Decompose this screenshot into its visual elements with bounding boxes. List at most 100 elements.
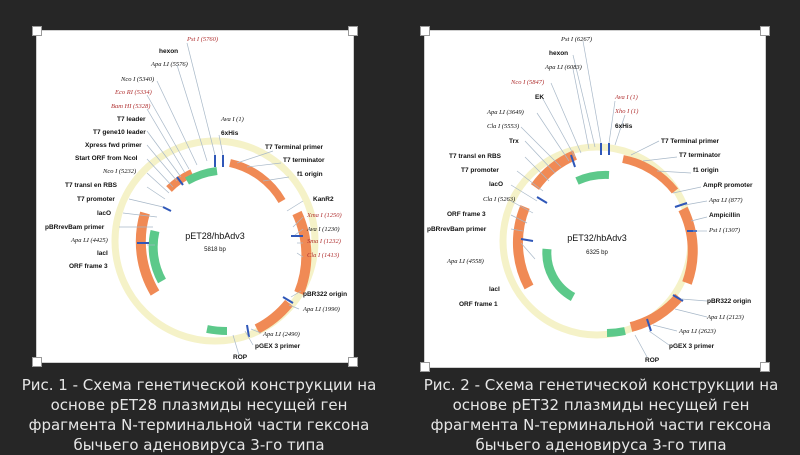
label-xho: Xho I (1) — [614, 108, 638, 115]
label-apa-d: Apa LI (877) — [708, 197, 743, 204]
label-nco-b: Nco I (5232) — [102, 168, 136, 175]
selection-handle[interactable] — [760, 26, 770, 36]
label-t7prom: T7 promoter — [461, 167, 499, 174]
label-t7term-primer: T7 Terminal primer — [265, 144, 324, 151]
label-xpress: Xpress fwd primer — [85, 142, 142, 149]
orf-frame-1-feature — [542, 248, 576, 301]
f1-origin-feature — [622, 155, 679, 194]
pbr322-origin-feature — [629, 293, 683, 332]
label-his: 6xHis — [615, 123, 633, 130]
label-kanr: KanR2 — [313, 196, 334, 203]
selection-handle[interactable] — [348, 26, 358, 36]
label-hexon: hexon — [549, 50, 568, 57]
label-ampicillin: Ampicillin — [709, 212, 740, 219]
label-rop: ROP — [645, 357, 660, 364]
restriction-site-markers — [137, 155, 303, 338]
label-pst: Pst I (6267) — [560, 36, 592, 43]
label-laci: lacI — [97, 250, 108, 257]
label-t7prom: T7 promoter — [77, 196, 115, 203]
figure-1-panel: Pst I (5760) hexon Apa LI (5576) Nco I (… — [32, 26, 358, 367]
restriction-site-markers — [520, 143, 697, 332]
label-xma: Xma I (1250) — [306, 212, 342, 219]
selection-handle[interactable] — [420, 26, 430, 36]
label-t7rbs: T7 transl en RBS — [65, 182, 118, 189]
plasmid-name: pET32/hbAdv3 — [567, 233, 627, 243]
label-trx: Trx — [509, 138, 519, 145]
label-start-orf: Start ORF from NcoI — [75, 155, 138, 162]
hexon-feature — [185, 167, 218, 185]
label-apa-f: Apa LI (2623) — [678, 328, 716, 335]
label-eco: Eco RI (5334) — [114, 89, 152, 96]
label-bam: Bam HI (5328) — [111, 103, 150, 110]
label-nco-a: Nco I (5340) — [120, 76, 154, 83]
plasmid-map-pet28: Pst I (5760) hexon Apa LI (5576) Nco I (… — [45, 36, 347, 361]
selection-handle[interactable] — [32, 357, 42, 367]
label-orf1: ORF frame 1 — [459, 301, 498, 308]
label-pbrrev: pBRrevBam primer — [427, 226, 487, 233]
label-pgex: pGEX 3 primer — [255, 343, 301, 350]
label-laco: lacO — [97, 210, 111, 217]
label-f1: f1 origin — [693, 167, 719, 174]
hexon-feature — [575, 170, 610, 185]
label-apa-e: Apa LI (2123) — [706, 314, 744, 321]
label-f1: f1 origin — [297, 171, 323, 178]
label-laci: lacI — [489, 286, 500, 293]
label-orf3: ORF frame 3 — [69, 263, 108, 270]
label-pbr-origin: pBR322 origin — [303, 291, 347, 298]
label-cla: Cla I (1413) — [307, 252, 339, 259]
figure-2-caption: Рис. 2 - Схема генетической конструкции … — [423, 376, 779, 454]
label-apa-a: Apa LI (6083) — [544, 64, 582, 71]
label-apa-d: Apa LI (2490) — [262, 331, 300, 338]
label-apa-c: Apa LI (4558) — [446, 258, 484, 265]
plasmid-size: 5818 bp — [204, 247, 226, 253]
label-orf3: ORF frame 3 — [447, 211, 486, 218]
label-apa-a: Apa LI (5576) — [150, 61, 188, 68]
label-t7rbs: T7 transl en RBS — [449, 153, 502, 160]
label-apa-c: Apa LI (1990) — [302, 306, 340, 313]
label-laco: lacO — [489, 181, 503, 188]
label-t7term: T7 terminator — [283, 157, 325, 164]
ampicillin-feature — [678, 206, 698, 285]
label-leader-lines — [119, 42, 304, 356]
label-pst-b: Pst I (1307) — [708, 227, 740, 234]
selection-handle[interactable] — [760, 362, 770, 372]
rop-feature — [606, 327, 626, 337]
figure-1-caption: Рис. 1 - Схема генетической конструкции … — [21, 376, 377, 454]
selection-handle[interactable] — [32, 26, 42, 36]
plasmid-map-pet32: Pst I (6267) hexon Apa LI (6083) Nco I (… — [427, 36, 753, 364]
label-pbrrev: pBRrevBam primer — [45, 224, 105, 231]
label-pbr-origin: pBR322 origin — [707, 298, 751, 305]
label-cla-a: Cla I (5553) — [487, 123, 519, 130]
f1-origin-feature — [229, 159, 286, 204]
plasmid-backbone — [111, 137, 319, 345]
rop-feature — [206, 325, 228, 336]
label-pgex: pGEX 3 primer — [669, 343, 715, 350]
label-gene10: T7 gene10 leader — [93, 129, 146, 136]
label-t7term-primer: T7 Terminal primer — [661, 138, 720, 145]
label-ava: Ava I (1) — [220, 116, 244, 123]
label-apa-b: Apa LI (4425) — [70, 237, 108, 244]
label-nco: Nco I (5847) — [510, 79, 544, 86]
label-t7leader: T7 leader — [117, 116, 146, 123]
label-hexon: hexon — [159, 48, 178, 55]
label-leader-lines — [510, 40, 708, 358]
label-sma: Sma I (1232) — [307, 238, 341, 245]
orf-frame-3-feature — [148, 229, 167, 284]
label-his: 6xHis — [221, 130, 239, 137]
label-t7term: T7 terminator — [679, 152, 721, 159]
plasmid-name: pET28/hbAdv3 — [185, 231, 245, 241]
plasmid-size: 6325 bp — [586, 250, 608, 256]
label-ek: EK — [535, 94, 544, 101]
kanr-feature — [292, 210, 312, 295]
label-pst: Pst I (5760) — [186, 36, 218, 43]
label-rop: ROP — [233, 354, 248, 361]
selection-handle[interactable] — [420, 362, 430, 372]
laci-feature — [135, 211, 160, 296]
label-ampr-prom: AmpR promoter — [703, 182, 753, 189]
pbr322-origin-feature — [254, 299, 293, 334]
label-cla-b: Cla I (5263) — [483, 196, 515, 203]
label-apa-b: Apa LI (3649) — [486, 109, 524, 116]
laci-feature — [512, 205, 534, 290]
selection-handle[interactable] — [348, 357, 358, 367]
label-ava-b: Ava I (1230) — [306, 226, 340, 233]
